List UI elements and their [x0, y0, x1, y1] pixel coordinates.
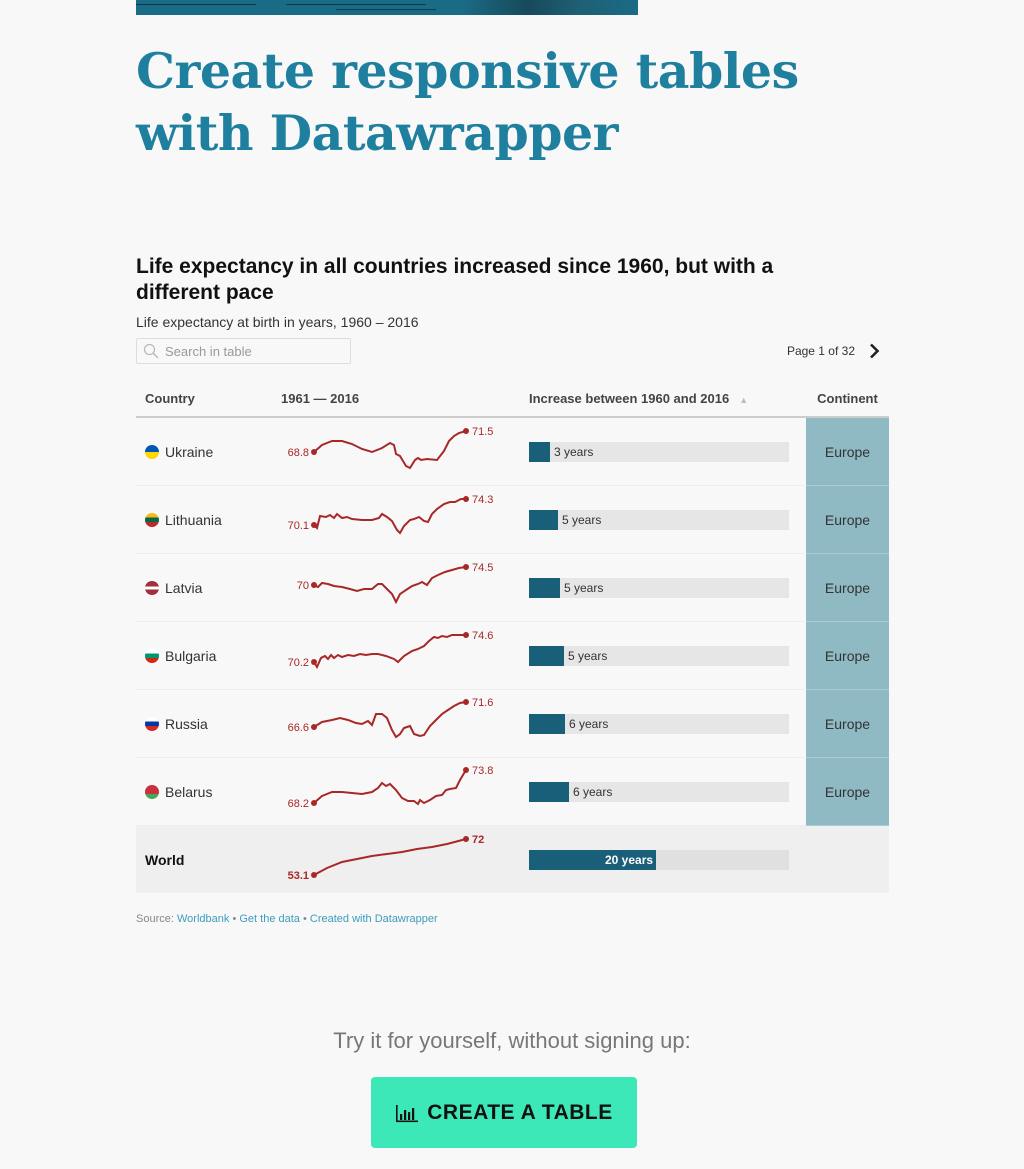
- belarus-flag-icon: [145, 784, 159, 799]
- increase-bar: 6 years: [529, 713, 789, 734]
- next-page-button[interactable]: [867, 342, 881, 360]
- column-header-sparkline[interactable]: 1961 — 2016: [272, 380, 519, 418]
- increase-bar: 3 years: [529, 441, 789, 462]
- bulgaria-flag-icon: [145, 648, 159, 663]
- chevron-right-icon: [869, 343, 879, 359]
- continent-cell: Europe: [806, 417, 889, 486]
- sparkline-chart: 70.2 74.6: [288, 630, 493, 670]
- column-header-continent[interactable]: Continent: [806, 380, 889, 418]
- table-row: Lithuania 70.1 74.3 5 years Europe: [136, 485, 889, 554]
- country-name: Russia: [165, 715, 208, 732]
- search-box[interactable]: [136, 338, 351, 364]
- created-with-link[interactable]: Created with Datawrapper: [309, 913, 438, 925]
- table-row: Latvia 70 74.5 5 years Europe: [136, 553, 889, 622]
- datawrapper-table-widget: Life expectancy in all countries increas…: [136, 254, 889, 925]
- increase-bar: 5 years: [529, 645, 789, 666]
- hero-image: [136, 0, 638, 15]
- chart-title: Life expectancy in all countries increas…: [136, 255, 774, 304]
- table-row: Bulgaria 70.2 74.6 5 years Europe: [136, 621, 889, 690]
- continent-cell: Europe: [806, 485, 889, 554]
- increase-bar: 5 years: [529, 577, 789, 598]
- continent-cell: Europe: [806, 553, 889, 622]
- bar-chart-icon: [396, 1104, 419, 1122]
- sparkline-cell: 70.1 74.3: [272, 485, 519, 554]
- sparkline-cell: 70.2 74.6: [272, 621, 519, 690]
- column-header-country[interactable]: Country: [136, 380, 272, 418]
- increase-bar: 6 years: [529, 781, 789, 802]
- svg-text:68.2: 68.2: [288, 798, 309, 810]
- sparkline-cell: 70 74.5: [272, 553, 519, 622]
- lithuania-flag-icon: [145, 512, 159, 527]
- sparkline-chart: 70.1 74.3: [288, 494, 493, 535]
- table-row: Ukraine 68.8 71.5 3 years Europe: [136, 417, 889, 486]
- chart-subtitle: Life expectancy at birth in years, 1960 …: [136, 314, 419, 330]
- russia-flag-icon: [145, 716, 159, 731]
- sparkline-cell: 68.2 73.8: [272, 757, 519, 826]
- continent-cell: Europe: [806, 757, 889, 826]
- increase-bar: 5 years: [529, 509, 789, 530]
- svg-text:68.8: 68.8: [288, 447, 309, 459]
- table-controls: Page 1 of 32: [136, 338, 889, 376]
- svg-text:53.1: 53.1: [288, 870, 309, 882]
- svg-text:73.8: 73.8: [472, 765, 493, 777]
- latvia-flag-icon: [145, 580, 159, 595]
- search-input[interactable]: [165, 343, 345, 359]
- continent-cell: Europe: [806, 621, 889, 690]
- sparkline-cell: 53.1 72: [272, 825, 519, 893]
- create-table-button[interactable]: CREATE A TABLE: [371, 1077, 637, 1148]
- continent-cell: Europe: [806, 689, 889, 758]
- sparkline-chart: 68.2 73.8: [288, 765, 494, 810]
- sparkline-chart: 53.1 72: [288, 834, 485, 882]
- sparkline-chart: 66.6 71.6: [288, 697, 493, 739]
- country-name: Bulgaria: [165, 647, 217, 664]
- table-row: Belarus 68.2 73.8 6 years Europe: [136, 757, 889, 826]
- cta-text: Try it for yourself, without signing up:: [333, 1028, 691, 1053]
- increase-bar: 20 years: [529, 849, 789, 870]
- svg-text:74.3: 74.3: [472, 494, 493, 506]
- get-data-link[interactable]: Get the data: [239, 913, 300, 925]
- sparkline-chart: 70 74.5: [297, 562, 493, 605]
- ukraine-flag-icon: [145, 444, 159, 459]
- column-header-increase[interactable]: Increase between 1960 and 2016 ▲: [519, 380, 806, 418]
- source-link[interactable]: Worldbank: [176, 913, 230, 925]
- chart-footer: Source: Worldbank • Get the data • Creat…: [136, 913, 438, 925]
- sparkline-chart: 68.8 71.5: [288, 426, 493, 470]
- sparkline-cell: 68.8 71.5: [272, 417, 519, 486]
- search-icon: [143, 343, 159, 359]
- svg-text:70.1: 70.1: [288, 520, 309, 532]
- table-row: Russia 66.6 71.6 6 years Europe: [136, 689, 889, 758]
- svg-text:74.6: 74.6: [472, 630, 493, 642]
- page-indicator: Page 1 of 32: [786, 344, 855, 358]
- svg-text:70.2: 70.2: [288, 657, 309, 669]
- country-name: Latvia: [165, 579, 203, 596]
- table-row-world: World 53.1 72 20 years: [136, 825, 889, 893]
- table-header-row: Country 1961 — 2016 Increase between 196…: [136, 380, 889, 418]
- svg-text:66.6: 66.6: [288, 722, 309, 734]
- country-name: Ukraine: [165, 443, 214, 460]
- svg-text:71.5: 71.5: [472, 426, 493, 438]
- svg-text:71.6: 71.6: [472, 697, 493, 709]
- sort-ascending-icon: ▲: [739, 394, 749, 405]
- svg-text:72: 72: [472, 834, 484, 846]
- country-name: Belarus: [165, 783, 213, 800]
- page-title: Create responsive tables with Datawrappe…: [136, 42, 799, 162]
- sparkline-cell: 66.6 71.6: [272, 689, 519, 758]
- country-name: Lithuania: [165, 511, 222, 528]
- svg-text:70: 70: [297, 580, 309, 592]
- data-table: Country 1961 — 2016 Increase between 196…: [136, 380, 889, 893]
- pagination: Page 1 of 32: [787, 338, 881, 364]
- country-name: World: [136, 825, 272, 893]
- svg-text:74.5: 74.5: [472, 562, 493, 574]
